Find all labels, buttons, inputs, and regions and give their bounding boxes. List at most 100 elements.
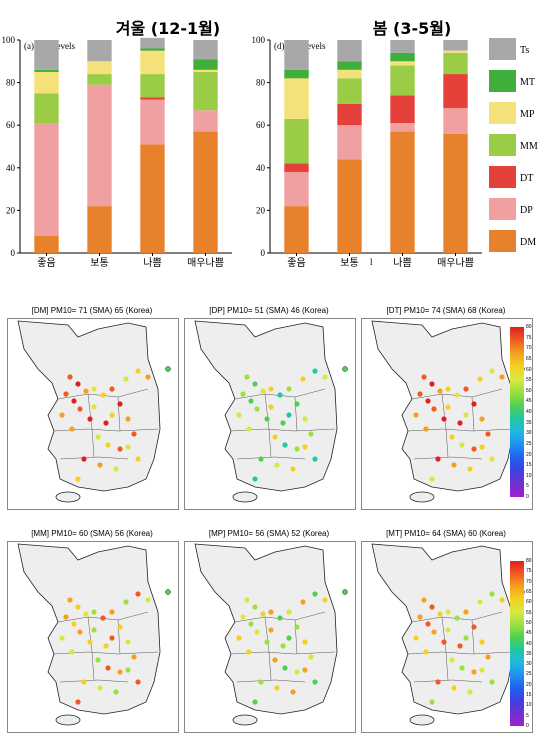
station-dot: [308, 431, 314, 437]
station-dot: [268, 627, 274, 633]
station-dot: [109, 386, 115, 392]
station-dot: [244, 374, 250, 380]
legend-label: Ts: [520, 45, 529, 56]
korea-landmass: [17, 543, 161, 715]
ulleung-dot: [165, 366, 171, 372]
korea-landmass: [194, 320, 338, 492]
station-dot: [441, 416, 447, 422]
station-dot: [125, 444, 131, 450]
jeju-island: [232, 491, 258, 503]
station-dot: [463, 412, 469, 418]
station-dot: [67, 374, 73, 380]
chart-header: 봄 (3-5월): [373, 19, 452, 38]
ulleung-dot: [165, 589, 171, 595]
colorbar-tick-label: 65: [526, 355, 532, 362]
colorbar-tick-label: 10: [526, 702, 532, 709]
legend-label: DP: [520, 205, 533, 216]
station-dot: [294, 669, 300, 675]
legend-label: MT: [520, 77, 535, 88]
legend-swatch: [489, 230, 516, 252]
station-dot: [445, 609, 451, 615]
station-dot: [67, 597, 73, 603]
y-tick-label: 100: [2, 35, 16, 45]
y-tick-label: 80: [6, 78, 16, 88]
station-dot: [100, 615, 106, 621]
station-dot: [97, 685, 103, 691]
station-dot: [135, 456, 141, 462]
x-tick-label: 매우나쁨: [437, 257, 474, 269]
x-tick-label: 나쁨: [393, 257, 411, 269]
station-dot: [81, 456, 87, 462]
chart-header: 겨울 (12-1월): [116, 19, 220, 38]
station-dot: [135, 591, 141, 597]
bar-segment-dm: [443, 133, 468, 253]
station-dot: [105, 665, 111, 671]
colorbar-tick-label: 25: [526, 671, 532, 678]
station-dot: [254, 629, 260, 635]
station-dot: [499, 374, 505, 380]
colorbar-tick-label: 45: [526, 398, 532, 405]
bar-segment-dt: [140, 97, 165, 100]
bar-segment-mm: [193, 71, 218, 111]
station-dot: [125, 667, 131, 673]
colorbar-tick-label: 65: [526, 588, 532, 595]
bar-segment-mp: [443, 50, 468, 53]
station-dot: [63, 614, 69, 620]
jeju-island: [55, 714, 81, 726]
bar-segment-dp: [87, 84, 112, 207]
station-dot: [413, 635, 419, 641]
bar-segment-mp: [284, 78, 309, 119]
station-dot: [485, 431, 491, 437]
station-dot: [59, 635, 65, 641]
station-dot: [103, 643, 109, 649]
y-tick-label: 20: [256, 205, 266, 215]
station-dot: [282, 442, 288, 448]
station-dot: [83, 388, 89, 394]
station-dot: [252, 604, 258, 610]
station-dot: [71, 398, 77, 404]
station-dot: [95, 657, 101, 663]
station-dot: [437, 611, 443, 617]
legend-swatch: [489, 134, 516, 156]
station-dot: [77, 406, 83, 412]
y-tick-label: 40: [256, 163, 266, 173]
station-dot: [467, 466, 473, 472]
station-dot: [109, 635, 115, 641]
station-dot: [125, 639, 131, 645]
station-dot: [435, 679, 441, 685]
station-dot: [91, 386, 97, 392]
station-dot: [97, 462, 103, 468]
legend-swatch: [489, 70, 516, 92]
colorbar: [510, 327, 524, 497]
korea-landmass: [371, 320, 515, 492]
jeju-island: [55, 491, 81, 503]
bar-segment-ts: [284, 40, 309, 70]
station-dot: [425, 398, 431, 404]
bar-segment-dp: [337, 125, 362, 160]
station-dot: [135, 368, 141, 374]
x-tick-label: 나쁨: [143, 257, 161, 269]
station-dot: [268, 386, 274, 392]
station-dot: [441, 639, 447, 645]
station-dot: [236, 412, 242, 418]
station-dot: [471, 401, 477, 407]
jeju-island: [409, 714, 435, 726]
station-dot: [477, 376, 483, 382]
station-dot: [91, 404, 97, 410]
station-dot: [417, 614, 423, 620]
station-dot: [445, 386, 451, 392]
station-dot: [246, 649, 252, 655]
station-dot: [454, 392, 460, 398]
station-dot: [248, 398, 254, 404]
station-dot: [71, 621, 77, 627]
colorbar-tick-label: 50: [526, 619, 532, 626]
bar-segment-mt: [193, 59, 218, 70]
bar-segment-dm: [140, 144, 165, 253]
station-dot: [308, 654, 314, 660]
map-panel: [184, 541, 356, 733]
bar-segment-mp: [87, 61, 112, 75]
station-dot: [467, 689, 473, 695]
map-panel: [361, 541, 533, 733]
station-dot: [277, 615, 283, 621]
